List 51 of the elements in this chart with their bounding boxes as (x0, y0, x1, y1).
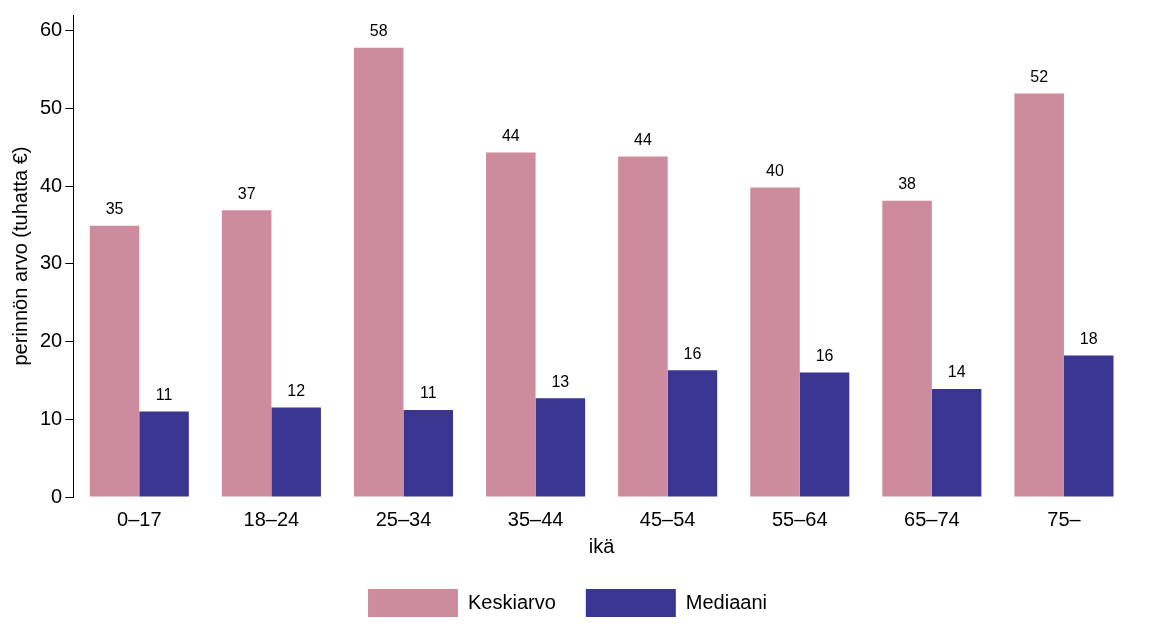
bar (1014, 93, 1064, 497)
x-axis-title: ikä (588, 534, 616, 557)
y-tick-label: 0 (51, 484, 63, 507)
bar (618, 156, 668, 497)
y-tick-label: 30 (40, 251, 63, 274)
bar (221, 210, 272, 497)
data-label: 38 (898, 175, 917, 193)
bar (535, 398, 586, 497)
data-label: 13 (551, 372, 570, 390)
bar (931, 388, 982, 497)
y-tick-label: 10 (40, 406, 63, 429)
y-axis-title: perinnön arvo (tuhatta €) (8, 146, 31, 366)
bar (353, 47, 404, 497)
data-label: 16 (683, 344, 702, 362)
data-label: 12 (287, 382, 306, 399)
bar (139, 411, 189, 497)
legend-label: Mediaani (685, 590, 767, 613)
data-label: 11 (155, 385, 173, 403)
x-tick-label: 25–34 (375, 507, 432, 530)
bar (750, 187, 800, 497)
x-tick-label: 55–64 (771, 507, 828, 530)
x-tick-label: 45–54 (639, 507, 696, 530)
data-label: 44 (634, 130, 652, 148)
x-tick-label: 35–44 (507, 507, 564, 530)
bar (1063, 355, 1114, 497)
data-label: 52 (1030, 67, 1049, 85)
data-label: 35 (105, 200, 124, 218)
bar (89, 225, 140, 497)
x-tick-label: 75– (1047, 507, 1082, 530)
data-label: 11 (419, 384, 437, 402)
bar (667, 370, 718, 497)
legend-label: Keskiarvo (468, 590, 556, 613)
bar (882, 200, 932, 497)
y-tick-label: 20 (40, 329, 63, 352)
bar (799, 372, 850, 497)
data-label: 16 (815, 347, 834, 365)
data-label: 58 (369, 22, 388, 40)
data-label: 44 (501, 127, 520, 145)
x-tick-label: 65–74 (904, 507, 960, 530)
y-tick-label: 60 (40, 18, 63, 41)
x-tick-label: 0–17 (117, 507, 162, 530)
x-tick-label: 18–24 (243, 507, 300, 530)
bar (403, 409, 454, 497)
bar (486, 152, 536, 497)
data-label: 18 (1079, 329, 1098, 347)
bar (271, 407, 321, 497)
data-label: 14 (947, 363, 966, 381)
data-label: 37 (237, 184, 256, 202)
data-label: 40 (766, 161, 784, 179)
y-tick-label: 50 (40, 95, 63, 118)
y-tick-label: 40 (40, 173, 63, 196)
